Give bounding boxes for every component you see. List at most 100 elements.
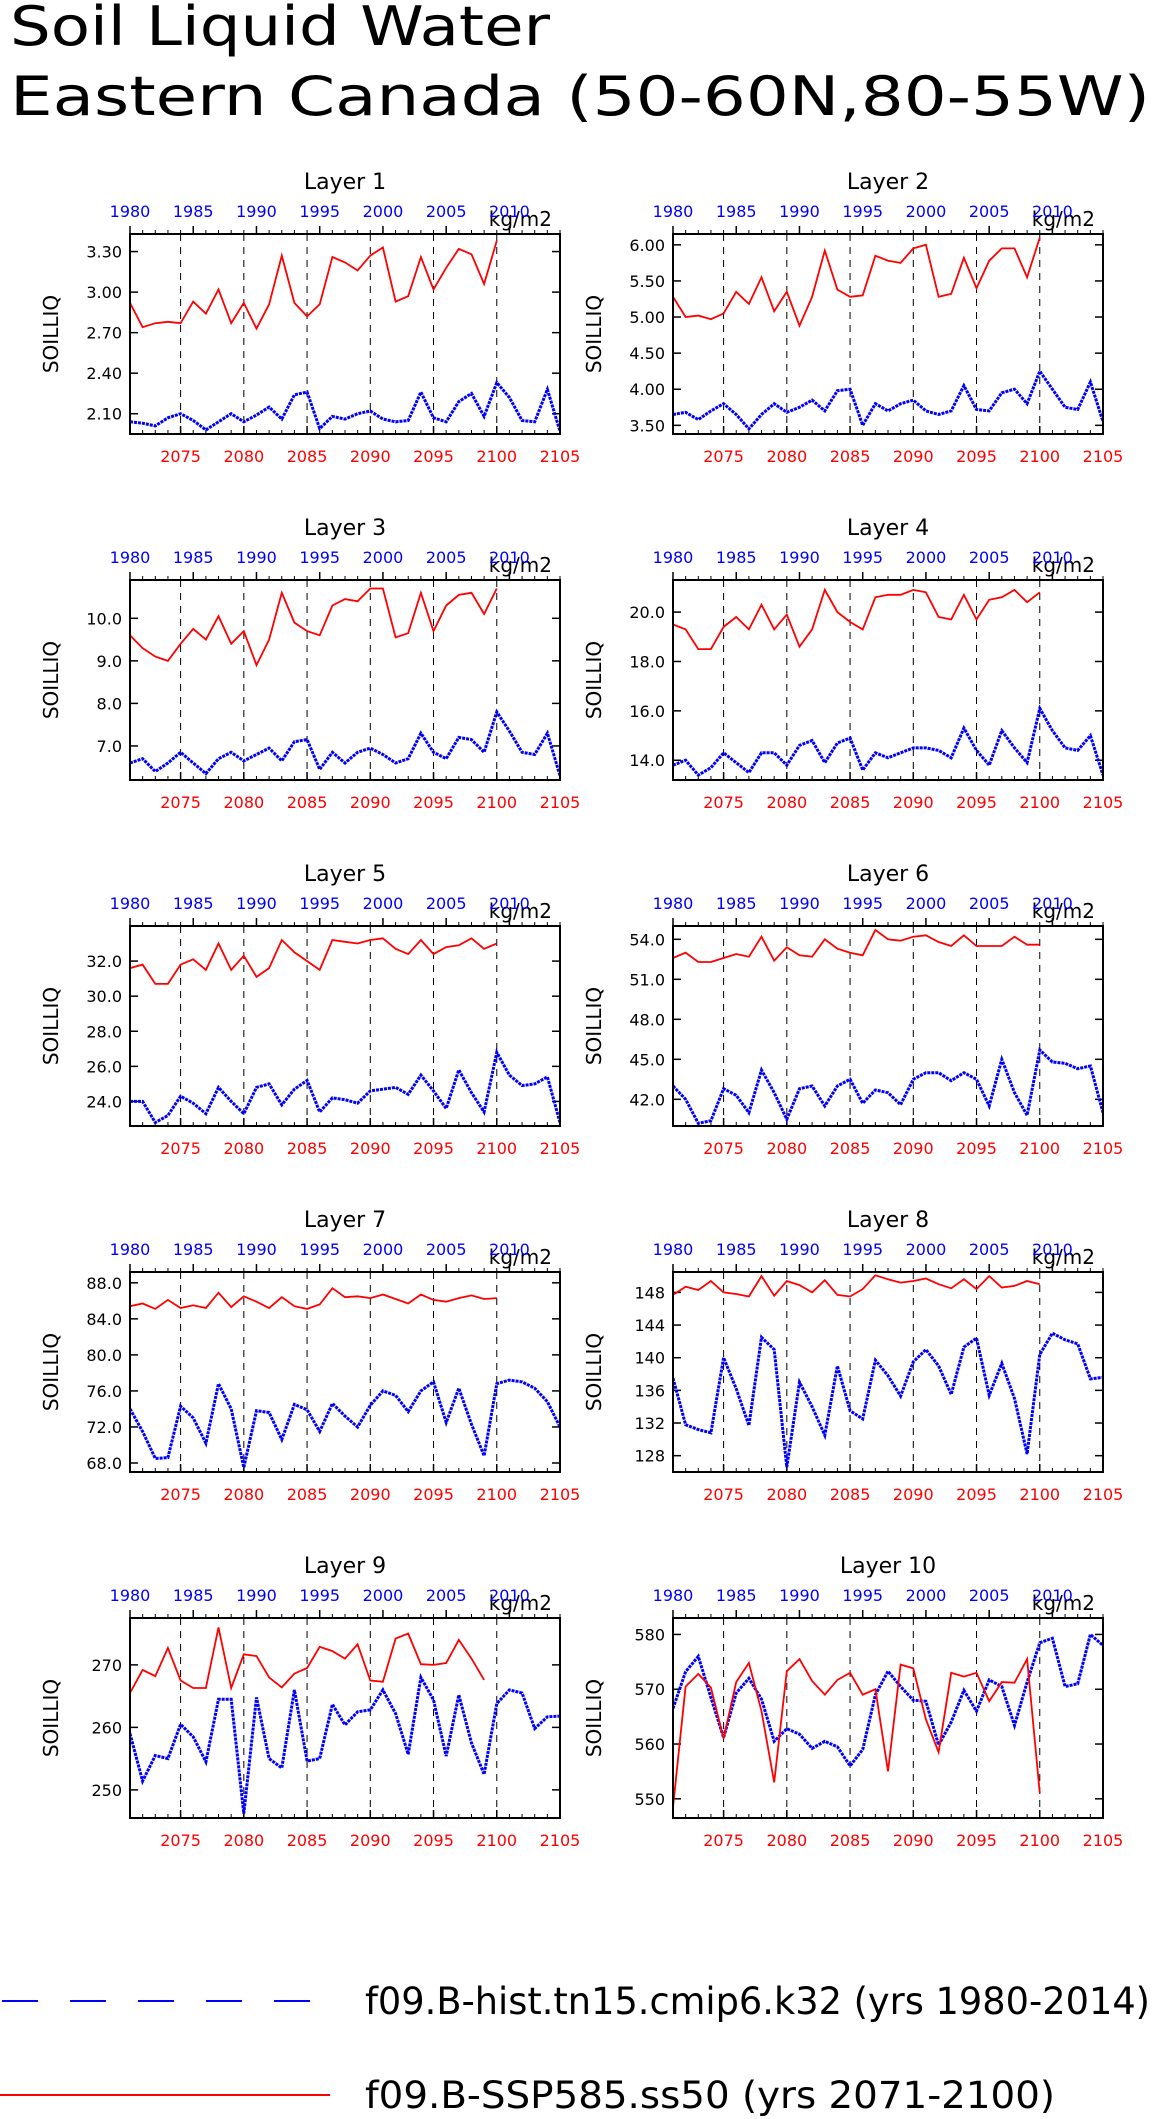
plot-frame: [672, 1271, 1104, 1473]
panel-units: kg/m2: [489, 1245, 552, 1269]
y-tick-label: 26.0: [86, 1057, 122, 1076]
bottom-tick-label: 2075: [703, 793, 744, 812]
bottom-tick-label: 2105: [1083, 1485, 1124, 1504]
top-tick-label: 1995: [842, 1586, 883, 1605]
y-tick-label: 8.0: [97, 694, 122, 713]
bottom-tick-label: 2080: [766, 1139, 807, 1158]
bottom-tick-label: 2100: [476, 1485, 517, 1504]
y-tick-label: 3.00: [86, 283, 122, 302]
bottom-tick-label: 2090: [350, 1139, 391, 1158]
y-tick-label: 30.0: [86, 987, 122, 1006]
panel-ylabel: SOILLIQ: [582, 1333, 606, 1411]
chart-panel-7: Layer 7 kg/m2 SOILLIQ 1980 1985 1990 1995 2000 2…: [39, 1208, 580, 1504]
bottom-tick-label: 2105: [540, 1485, 581, 1504]
panel-units: kg/m2: [1032, 553, 1095, 577]
bottom-tick-label: 2100: [1019, 1139, 1060, 1158]
top-tick-label: 1990: [236, 1586, 277, 1605]
chart-panels: Layer 1 kg/m2 SOILLIQ 1980 1985 1990 1995 2000 2…: [39, 170, 1123, 1850]
bottom-tick-label: 2080: [223, 447, 264, 466]
series-line-ssp: [673, 1274, 1041, 1298]
plot-frame: [129, 1271, 561, 1473]
bottom-tick-label: 2100: [1019, 1485, 1060, 1504]
bottom-tick-label: 2080: [223, 793, 264, 812]
top-tick-label: 2000: [906, 894, 947, 913]
y-tick-label: 7.0: [97, 737, 122, 756]
top-tick-label: 1995: [842, 894, 883, 913]
panel-units: kg/m2: [489, 207, 552, 231]
y-tick-label: 140: [634, 1349, 665, 1368]
chart-panel-10: Layer 10 kg/m2 SOILLIQ 1980 1985 1990 1995 2000…: [582, 1554, 1123, 1850]
top-tick-label: 1980: [110, 1240, 151, 1259]
top-tick-label: 1995: [842, 202, 883, 221]
series-line-hist: [673, 1631, 1103, 1769]
y-tick-label: 88.0: [86, 1274, 122, 1293]
y-tick-label: 136: [634, 1381, 665, 1400]
bottom-tick-label: 2080: [766, 1831, 807, 1850]
top-tick-label: 1985: [716, 548, 757, 567]
y-tick-label: 16.0: [629, 702, 665, 721]
series-line-hist: [130, 1378, 560, 1468]
y-tick-label: 42.0: [629, 1090, 665, 1109]
y-tick-label: 2.10: [86, 405, 122, 424]
plot-frame: [672, 1617, 1104, 1819]
panel-title: Layer 1: [304, 170, 386, 195]
series-line-hist: [130, 379, 560, 432]
bottom-tick-label: 2100: [1019, 447, 1060, 466]
top-tick-label: 2010: [489, 202, 530, 221]
series-line-ssp: [130, 1286, 497, 1310]
bottom-tick-label: 2090: [893, 1485, 934, 1504]
chart-panel-1: Layer 1 kg/m2 SOILLIQ 1980 1985 1990 1995 2000 2…: [39, 170, 580, 466]
top-tick-label: 2005: [426, 1240, 467, 1259]
series-line-ssp: [673, 928, 1040, 963]
y-tick-label: 2.70: [86, 324, 122, 343]
bottom-tick-label: 2075: [703, 1831, 744, 1850]
legend-label-ssp: f09.B-SSP585.ss50 (yrs 2071-2100): [365, 2074, 1055, 2117]
y-tick-label: 14.0: [629, 751, 665, 770]
panel-title: Layer 8: [847, 1208, 929, 1233]
panel-title: Layer 6: [847, 862, 929, 887]
top-tick-label: 1995: [842, 548, 883, 567]
bottom-tick-label: 2105: [540, 793, 581, 812]
top-tick-label: 1980: [110, 202, 151, 221]
panel-units: kg/m2: [1032, 207, 1095, 231]
bottom-tick-label: 2095: [413, 447, 454, 466]
bottom-tick-label: 2075: [160, 447, 201, 466]
y-tick-label: 54.0: [629, 930, 665, 949]
series-line-hist: [130, 708, 560, 777]
bottom-tick-label: 2105: [540, 1831, 581, 1850]
top-tick-label: 1980: [653, 894, 694, 913]
y-tick-label: 260: [91, 1718, 122, 1737]
panel-ylabel: SOILLIQ: [582, 987, 606, 1065]
figure-title-line-1: Soil Liquid Water: [10, 0, 551, 58]
bottom-tick-label: 2085: [287, 1485, 328, 1504]
y-tick-label: 6.00: [629, 236, 665, 255]
plot-frame: [129, 579, 561, 781]
top-tick-label: 1980: [110, 548, 151, 567]
panel-ylabel: SOILLIQ: [582, 641, 606, 719]
y-tick-label: 4.50: [629, 344, 665, 363]
y-tick-label: 132: [634, 1414, 665, 1433]
y-tick-label: 76.0: [86, 1382, 122, 1401]
top-tick-label: 1995: [299, 548, 340, 567]
top-tick-label: 1990: [236, 894, 277, 913]
bottom-tick-label: 2080: [766, 1485, 807, 1504]
series-line-ssp: [673, 587, 1041, 650]
bottom-tick-label: 2100: [476, 1831, 517, 1850]
y-tick-label: 3.30: [86, 243, 122, 262]
y-tick-label: 2.40: [86, 364, 122, 383]
y-tick-label: 5.00: [629, 308, 665, 327]
bottom-tick-label: 2080: [766, 447, 807, 466]
bottom-tick-label: 2090: [893, 1139, 934, 1158]
top-tick-label: 2010: [1032, 202, 1073, 221]
bottom-tick-label: 2105: [1083, 793, 1124, 812]
top-tick-label: 2000: [363, 1240, 404, 1259]
bottom-tick-label: 2085: [830, 1139, 871, 1158]
bottom-tick-label: 2105: [1083, 1831, 1124, 1850]
top-tick-label: 1990: [236, 1240, 277, 1259]
bottom-tick-label: 2075: [703, 1139, 744, 1158]
series-line-hist: [673, 368, 1103, 432]
bottom-tick-label: 2095: [956, 1831, 997, 1850]
top-tick-label: 1990: [236, 548, 277, 567]
panel-title: Layer 5: [304, 862, 386, 887]
